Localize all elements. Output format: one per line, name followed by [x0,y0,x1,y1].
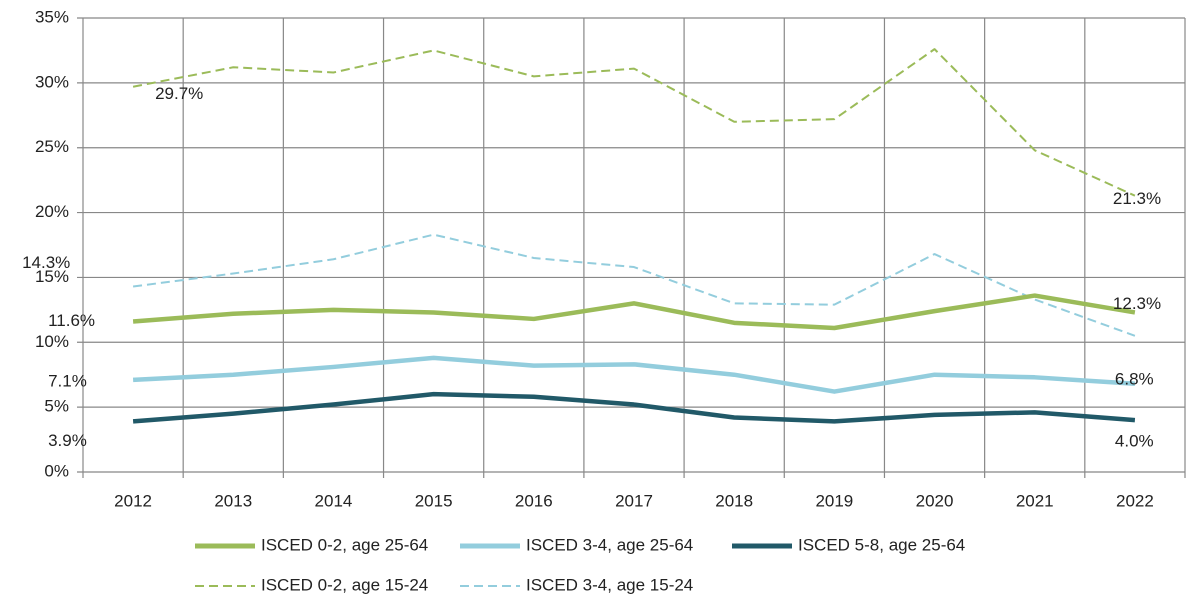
x-tick-label: 2017 [615,491,653,510]
series-line [132,391,1136,424]
series-line [132,355,1136,394]
data-label: 12.3% [1113,294,1161,313]
series-line [132,293,1136,331]
legend-label: ISCED 3-4, age 25-64 [526,535,693,554]
x-tick-label: 2015 [415,491,453,510]
y-tick-label: 25% [35,137,69,156]
data-label: 4.0% [1115,432,1154,451]
data-label: 11.6% [48,311,95,330]
data-label: 3.9% [48,431,87,450]
series-line [132,233,1136,337]
legend-label: ISCED 0-2, age 25-64 [261,535,428,554]
y-tick-label: 30% [35,72,69,91]
legend-label: ISCED 0-2, age 15-24 [261,575,428,594]
y-tick-label: 5% [44,397,69,416]
legend-label: ISCED 3-4, age 15-24 [526,575,693,594]
y-tick-label: 0% [44,461,69,480]
x-tick-label: 2018 [715,491,753,510]
x-tick-label: 2021 [1016,491,1054,510]
x-tick-label: 2012 [114,491,152,510]
x-tick-label: 2019 [815,491,853,510]
y-tick-label: 35% [35,7,69,26]
y-tick-label: 20% [35,202,69,221]
data-label: 29.7% [155,84,203,103]
y-tick-label: 10% [35,332,69,351]
x-tick-label: 2013 [214,491,252,510]
x-tick-label: 2020 [916,491,954,510]
data-label: 14.3% [22,253,70,272]
series-line [132,48,1136,197]
data-label: 7.1% [48,371,87,390]
y-tick-label: 15% [35,267,69,286]
legend-label: ISCED 5-8, age 25-64 [798,535,965,554]
data-label: 21.3% [1113,189,1161,208]
x-tick-label: 2016 [515,491,553,510]
x-tick-label: 2022 [1116,491,1154,510]
x-tick-label: 2014 [315,491,353,510]
data-label: 6.8% [1115,369,1154,388]
